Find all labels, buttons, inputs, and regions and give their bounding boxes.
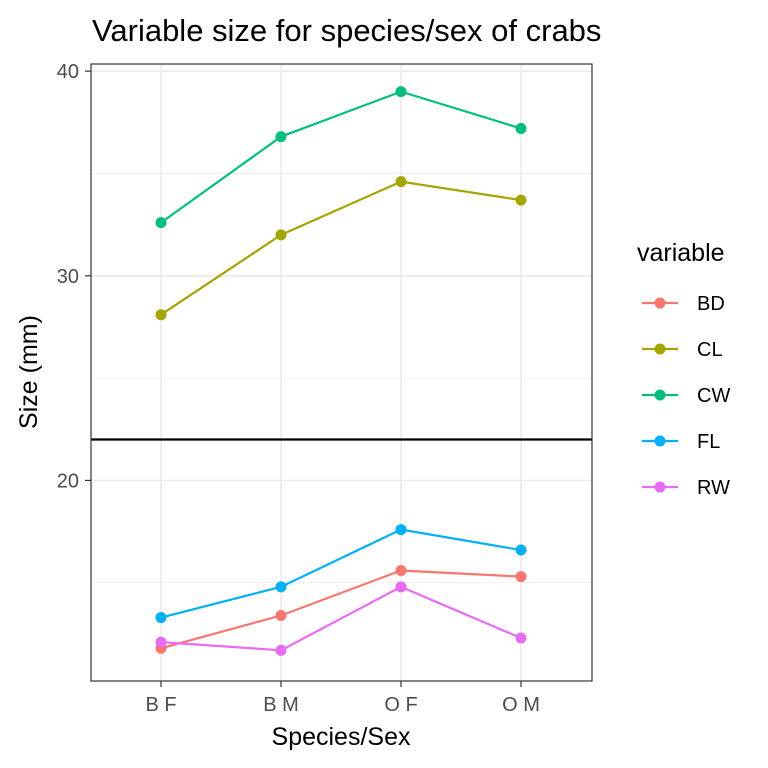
data-point-rw: [515, 632, 527, 644]
legend-label: CL: [697, 339, 723, 361]
legend-key-point: [654, 481, 666, 493]
legend: variable BD CL CW FL RW: [637, 239, 730, 499]
series-line-bd: [160, 569, 522, 650]
data-point-cl: [155, 309, 167, 321]
series-line-fl: [160, 528, 522, 619]
y-axis-ticks: 20 30 40: [57, 61, 91, 492]
data-point-cw: [275, 131, 287, 143]
y-axis-title: Size (mm): [15, 315, 43, 429]
legend-key-point: [654, 435, 666, 447]
data-point-fl: [515, 544, 527, 556]
data-point-fl: [155, 612, 167, 624]
series-line-cw: [160, 90, 522, 224]
x-axis-title: Species/Sex: [272, 723, 411, 751]
legend-key-point: [654, 389, 666, 401]
plot-panel-border: [90, 63, 593, 682]
data-point-rw: [155, 636, 167, 648]
data-point-cl: [395, 176, 407, 188]
x-tick-label: O M: [502, 694, 540, 716]
series-points: [155, 86, 527, 656]
data-point-bd: [275, 610, 287, 622]
legend-item-fl: FL: [642, 431, 720, 453]
legend-label: BD: [697, 293, 725, 315]
data-point-cl: [275, 229, 287, 241]
data-point-bd: [395, 564, 407, 576]
series-line-rw: [160, 585, 522, 652]
x-tick-label: B M: [263, 694, 299, 716]
data-point-cw: [155, 217, 167, 229]
legend-label: FL: [697, 431, 720, 453]
x-tick-label: O F: [384, 694, 417, 716]
data-point-cl: [515, 194, 527, 206]
legend-item-cl: CL: [642, 339, 723, 361]
data-point-bd: [515, 571, 527, 583]
legend-key-point: [654, 297, 666, 309]
data-point-cw: [395, 86, 407, 98]
series-line-cl: [160, 180, 522, 316]
legend-title: variable: [637, 239, 725, 267]
data-point-fl: [395, 524, 407, 536]
legend-label: RW: [697, 477, 730, 499]
data-point-fl: [275, 581, 287, 593]
data-point-rw: [275, 644, 287, 656]
y-tick-label: 20: [57, 470, 79, 492]
y-tick-label: 30: [57, 266, 79, 288]
data-point-cw: [515, 122, 527, 134]
major-gridlines: [91, 64, 592, 681]
legend-item-bd: BD: [642, 293, 725, 315]
series-lines: [160, 90, 522, 652]
minor-gridlines: [91, 173, 592, 584]
y-tick-label: 40: [57, 61, 79, 83]
data-point-rw: [395, 581, 407, 593]
legend-item-cw: CW: [642, 385, 730, 407]
legend-item-rw: RW: [642, 477, 730, 499]
x-tick-label: B F: [145, 694, 176, 716]
chart-title: Variable size for species/sex of crabs: [92, 13, 601, 48]
legend-key-point: [654, 343, 666, 355]
legend-label: CW: [697, 385, 730, 407]
